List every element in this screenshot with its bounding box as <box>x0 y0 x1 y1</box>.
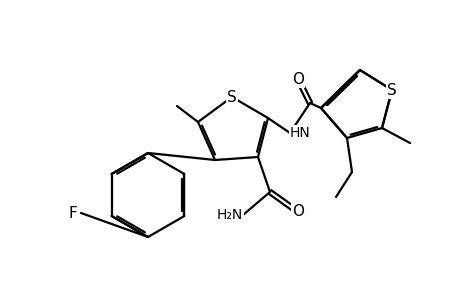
Text: F: F <box>68 206 77 220</box>
Text: O: O <box>291 71 303 86</box>
Text: HN: HN <box>289 126 310 140</box>
Text: S: S <box>386 82 396 98</box>
Text: O: O <box>291 205 303 220</box>
Text: H₂N: H₂N <box>216 208 242 222</box>
Text: S: S <box>227 89 236 104</box>
